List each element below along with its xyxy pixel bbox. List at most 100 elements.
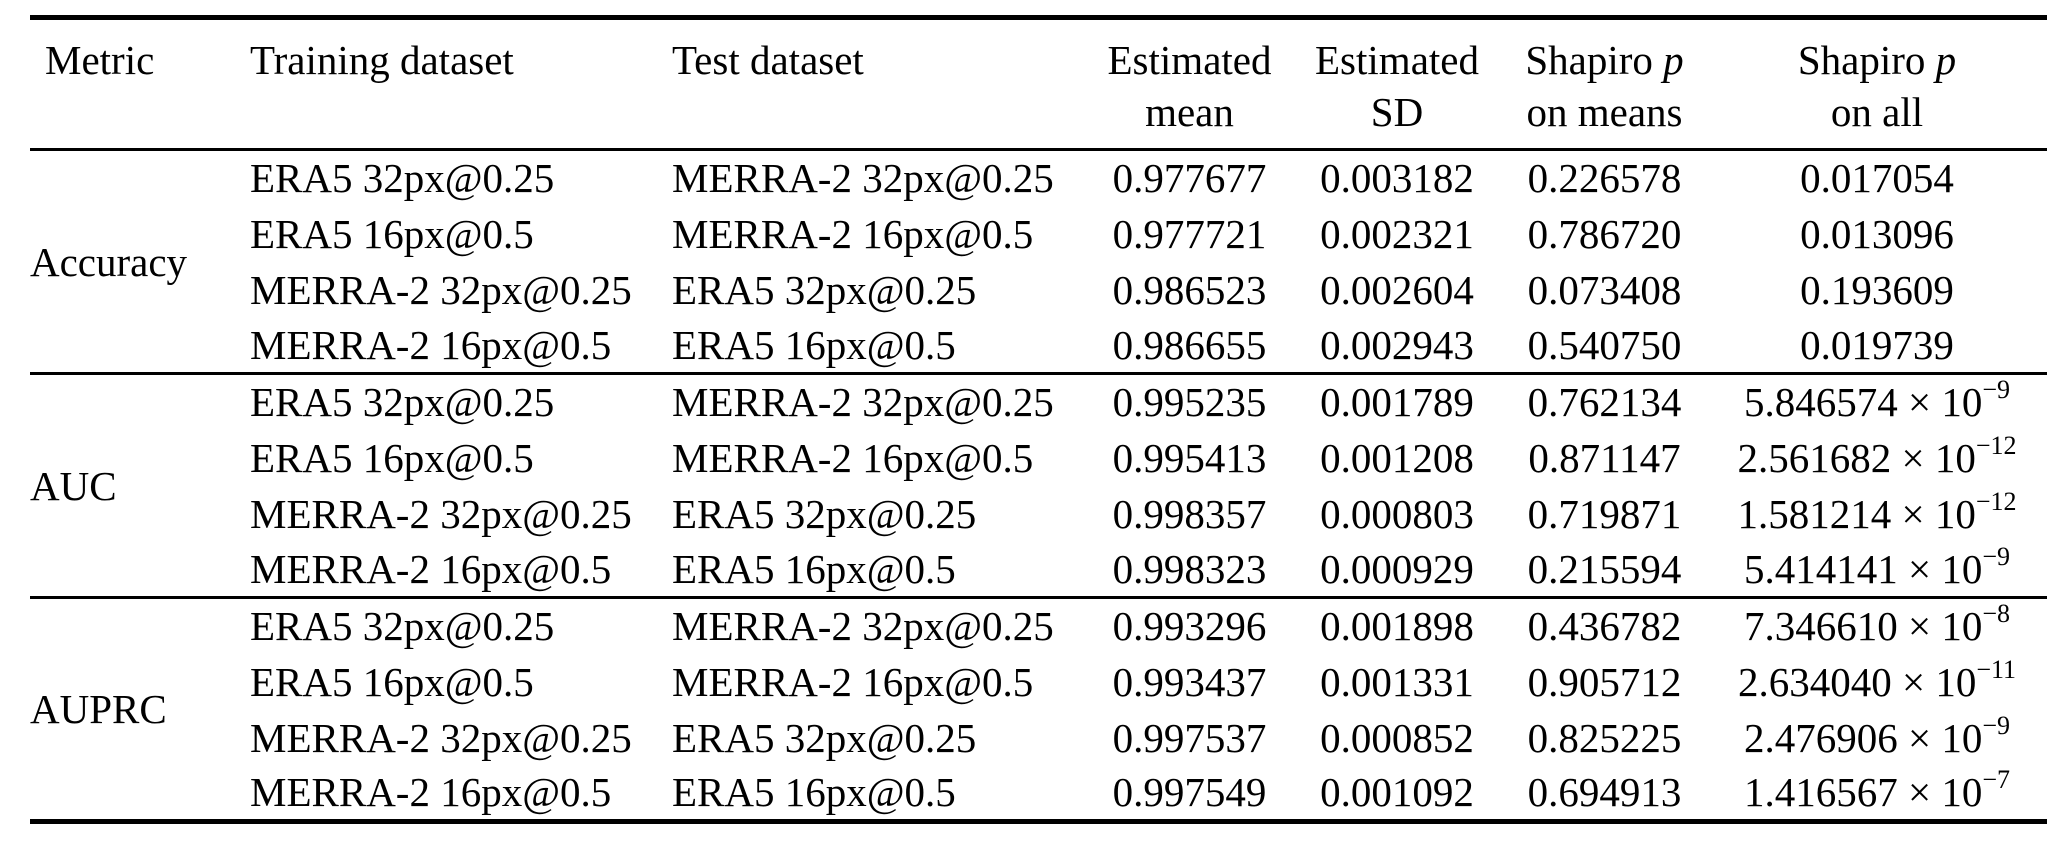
cell-sd: 0.003182 (1320, 155, 1474, 202)
cell-sd: 0.000929 (1320, 545, 1474, 592)
cell-test: MERRA-2 16px@0.5 (672, 210, 1034, 257)
cell-shapiro_means: 0.073408 (1527, 266, 1682, 313)
cell-test: MERRA-2 32px@0.25 (672, 379, 1054, 426)
cell-test: MERRA-2 32px@0.25 (672, 155, 1054, 202)
cell-test: ERA5 32px@0.25 (672, 490, 977, 537)
scientific-value: 5.846574 × 10−9 (1744, 377, 2010, 426)
exponent: −12 (1975, 486, 2017, 516)
header-line: Metric (45, 34, 249, 86)
cell-shapiro_means: 0.719871 (1527, 490, 1682, 537)
cell-shapiro_means: 0.762134 (1527, 379, 1682, 426)
cell-test: ERA5 16px@0.5 (672, 769, 956, 816)
cell-mean: 0.998323 (1112, 545, 1267, 592)
cell-mean: 0.998357 (1112, 490, 1267, 537)
cell-mean: 0.995235 (1112, 379, 1267, 426)
table-header-row: Metric Training dataset Test dataset Estima… (30, 17, 2047, 151)
column-header-metric: Metric (30, 17, 250, 151)
text-segment: SD (1370, 89, 1424, 135)
cell-training: MERRA-2 16px@0.5 (250, 321, 612, 368)
table-row: MERRA-2 32px@0.25 ERA5 32px@0.25 0.998357 0… (30, 486, 2047, 542)
column-header-training: Training dataset (250, 17, 672, 151)
mantissa: 2.634040 × 10 (1737, 658, 1977, 705)
cell-shapiro_all: 5.846574 × 10−9 (1707, 374, 2047, 430)
cell-shapiro_means: 0.215594 (1527, 545, 1682, 592)
cell-shapiro_means: 0.226578 (1527, 155, 1682, 202)
text-segment: on means (1526, 89, 1683, 135)
cell-sd: 0.001789 (1320, 379, 1474, 426)
cell-test: ERA5 32px@0.25 (672, 266, 977, 313)
text-segment: mean (1145, 89, 1234, 135)
cell-mean: 0.977721 (1112, 210, 1267, 257)
text-segment: p (1935, 37, 1957, 83)
mantissa: 2.561682 × 10 (1737, 434, 1976, 481)
scientific-value: 1.416567 × 10−7 (1744, 767, 2010, 816)
cell-mean: 0.986655 (1112, 321, 1267, 368)
text-segment: Estimated (1315, 37, 1479, 83)
cell-mean: 0.977677 (1112, 155, 1267, 202)
exponent: −9 (1982, 541, 2011, 571)
header-line: Estimated (1088, 34, 1291, 86)
cell-training: ERA5 16px@0.5 (250, 658, 534, 705)
table-row: MERRA-2 32px@0.25 ERA5 32px@0.25 0.997537 0… (30, 710, 2047, 766)
cell-shapiro_means: 0.694913 (1527, 769, 1682, 816)
mantissa: 5.414141 × 10 (1743, 545, 1983, 592)
column-header-test: Test dataset (672, 17, 1087, 151)
mantissa: 2.476906 × 10 (1743, 714, 1983, 761)
cell-mean: 0.997549 (1112, 769, 1267, 816)
cell-shapiro_all: 0.017054 (1800, 155, 1954, 202)
cell-sd: 0.000852 (1320, 714, 1474, 761)
exponent: −9 (1982, 375, 2011, 405)
text-segment: Metric (45, 37, 155, 83)
text-segment: Shapiro (1797, 37, 1936, 83)
cell-mean: 0.997537 (1112, 714, 1267, 761)
header-line: Test dataset (672, 34, 1086, 86)
column-header-mean: Estimated mean (1087, 17, 1292, 151)
column-header-sd: Estimated SD (1292, 17, 1502, 151)
cell-training: ERA5 32px@0.25 (250, 603, 555, 650)
cell-training: MERRA-2 32px@0.25 (250, 266, 632, 313)
cell-sd: 0.001331 (1320, 658, 1474, 705)
header-line: mean (1088, 86, 1291, 138)
cell-mean: 0.995413 (1112, 434, 1267, 481)
text-segment: Shapiro (1525, 37, 1664, 83)
cell-shapiro_means: 0.786720 (1527, 210, 1682, 257)
scientific-value: 2.561682 × 10−12 (1737, 432, 2016, 481)
cell-training: MERRA-2 32px@0.25 (250, 490, 632, 537)
cell-mean: 0.993437 (1112, 658, 1267, 705)
cell-shapiro_all: 2.634040 × 10−11 (1707, 654, 2047, 710)
table-row: MERRA-2 16px@0.5 ERA5 16px@0.5 0.997549 0.0… (30, 766, 2047, 822)
cell-test: ERA5 32px@0.25 (672, 714, 977, 761)
cell-training: ERA5 32px@0.25 (250, 155, 555, 202)
header-line: Shapiro p (1503, 34, 1706, 86)
header-line: on all (1708, 86, 2046, 138)
cell-test: ERA5 16px@0.5 (672, 545, 956, 592)
table-row: MERRA-2 16px@0.5 ERA5 16px@0.5 0.986655 0.0… (30, 318, 2047, 374)
cell-sd: 0.002943 (1320, 321, 1474, 368)
text-segment: on all (1830, 89, 1924, 135)
cell-training: MERRA-2 32px@0.25 (250, 714, 632, 761)
scientific-value: 2.476906 × 10−9 (1743, 712, 2010, 761)
header-line: on means (1503, 86, 1706, 138)
cell-sd: 0.001208 (1320, 434, 1474, 481)
header-line: SD (1293, 86, 1501, 138)
table-row: AUC ERA5 32px@0.25 MERRA-2 32px@0.25 0.9952… (30, 374, 2047, 509)
cell-training: ERA5 32px@0.25 (250, 379, 555, 426)
cell-shapiro_all: 2.561682 × 10−12 (1707, 430, 2047, 486)
exponent: −9 (1982, 710, 2011, 740)
cell-sd: 0.002321 (1320, 210, 1474, 257)
metric-label: AUPRC (30, 686, 167, 732)
scientific-value: 1.581214 × 10−12 (1737, 488, 2016, 537)
text-segment: Estimated (1107, 37, 1272, 83)
mantissa: 7.346610 × 10 (1743, 603, 1983, 650)
cell-training: MERRA-2 16px@0.5 (250, 769, 612, 816)
cell-shapiro_all: 0.019739 (1800, 321, 1954, 368)
cell-shapiro_all: 1.581214 × 10−12 (1707, 486, 2047, 542)
column-header-shapiro_all: Shapiro p on all (1707, 17, 2047, 151)
scientific-value: 2.634040 × 10−11 (1737, 656, 2016, 705)
table-header: Metric Training dataset Test dataset Estima… (30, 17, 2047, 151)
table-row: Accuracy ERA5 32px@0.25 MERRA-2 32px@0.25 0… (30, 150, 2047, 284)
cell-shapiro_means: 0.825225 (1527, 714, 1682, 761)
cell-shapiro_means: 0.871147 (1528, 434, 1681, 481)
cell-sd: 0.002604 (1320, 266, 1474, 313)
